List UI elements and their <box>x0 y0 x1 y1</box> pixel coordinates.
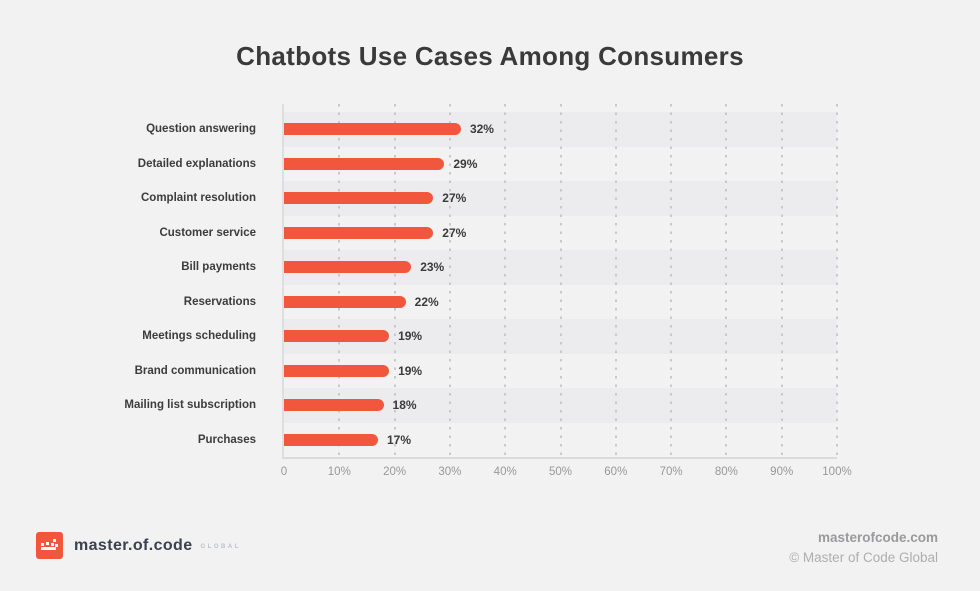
gridline-30% <box>448 104 451 457</box>
gridline-80% <box>725 104 728 457</box>
bar-value-label: 27% <box>442 225 467 240</box>
bar-value-label: 19% <box>398 329 423 344</box>
brand-suffix: GLOBAL <box>200 543 241 550</box>
bar <box>284 157 445 170</box>
brand-logo: master.of.code GLOBAL <box>36 532 241 559</box>
bar <box>284 192 434 205</box>
category-label: Brand communication <box>134 364 256 377</box>
chart-row: 17% <box>284 423 837 458</box>
x-tick-label: 20% <box>383 466 407 478</box>
chart-row: 19% <box>284 354 837 389</box>
bar-value-label: 29% <box>453 156 478 171</box>
x-axis-ticks: 0 10% 20% 30% 40% 50% 60% 70% 80% 90% 100% <box>280 466 852 484</box>
bar-value-label: 27% <box>442 191 467 206</box>
bar-value-label: 23% <box>420 260 445 275</box>
x-axis-line <box>282 457 837 459</box>
bar-value-label: 22% <box>414 294 439 309</box>
x-tick-label: 30% <box>438 466 462 478</box>
x-tick-label: 40% <box>493 466 517 478</box>
bar <box>284 226 434 239</box>
pixel-crown-icon <box>36 532 63 559</box>
bar <box>284 364 390 377</box>
category-label: Meetings scheduling <box>142 330 256 343</box>
copyright-text: © Master of Code Global <box>789 550 938 565</box>
bar-chart-plot-area: 32% 29% 27% 27% 23% 22% 19% 19% 18% 17% <box>282 104 838 459</box>
x-tick-label: 100% <box>822 466 852 478</box>
bar <box>284 433 378 446</box>
gridline-40% <box>504 104 507 457</box>
category-label: Mailing list subscription <box>124 399 256 412</box>
category-label: Customer service <box>159 226 256 239</box>
x-tick-label: 90% <box>770 466 794 478</box>
chart-title: Chatbots Use Cases Among Consumers <box>236 41 744 71</box>
gridline-90% <box>780 104 783 457</box>
chart-row: 29% <box>284 147 837 182</box>
gridline-10% <box>338 104 341 457</box>
bar-value-label: 18% <box>392 398 417 413</box>
bar-value-label: 19% <box>398 363 423 378</box>
bar <box>284 123 461 136</box>
gridline-60% <box>614 104 617 457</box>
category-label: Question answering <box>146 123 256 136</box>
gridline-50% <box>559 104 562 457</box>
gridline-20% <box>393 104 396 457</box>
x-tick-label: 50% <box>548 466 573 478</box>
x-tick-label: 10% <box>327 466 351 478</box>
bar <box>284 399 384 412</box>
bar <box>284 330 390 343</box>
x-tick-label: 0 <box>280 466 288 478</box>
gridline-100% <box>836 104 838 457</box>
bar <box>284 261 412 274</box>
gridline-70% <box>670 104 673 457</box>
category-label: Bill payments <box>181 261 256 274</box>
category-label: Complaint resolution <box>141 192 256 205</box>
bar-value-label: 32% <box>469 122 494 137</box>
y-axis-line <box>282 104 284 457</box>
category-label: Reservations <box>183 295 256 308</box>
x-tick-label: 70% <box>659 466 683 478</box>
footer-credits: masterofcode.com © Master of Code Global <box>789 530 938 565</box>
bar <box>284 295 406 308</box>
chart-row: 22% <box>284 285 837 320</box>
category-axis: Question answering Detailed explanations C… <box>0 112 256 457</box>
x-tick-label: 60% <box>604 466 628 478</box>
category-label: Purchases <box>197 433 256 446</box>
chart-row: 27% <box>284 216 837 251</box>
brand-name: master.of.code <box>74 536 193 554</box>
bar-value-label: 17% <box>387 432 412 447</box>
website-url: masterofcode.com <box>817 530 938 545</box>
x-tick-label: 80% <box>714 466 738 478</box>
category-label: Detailed explanations <box>137 157 256 170</box>
